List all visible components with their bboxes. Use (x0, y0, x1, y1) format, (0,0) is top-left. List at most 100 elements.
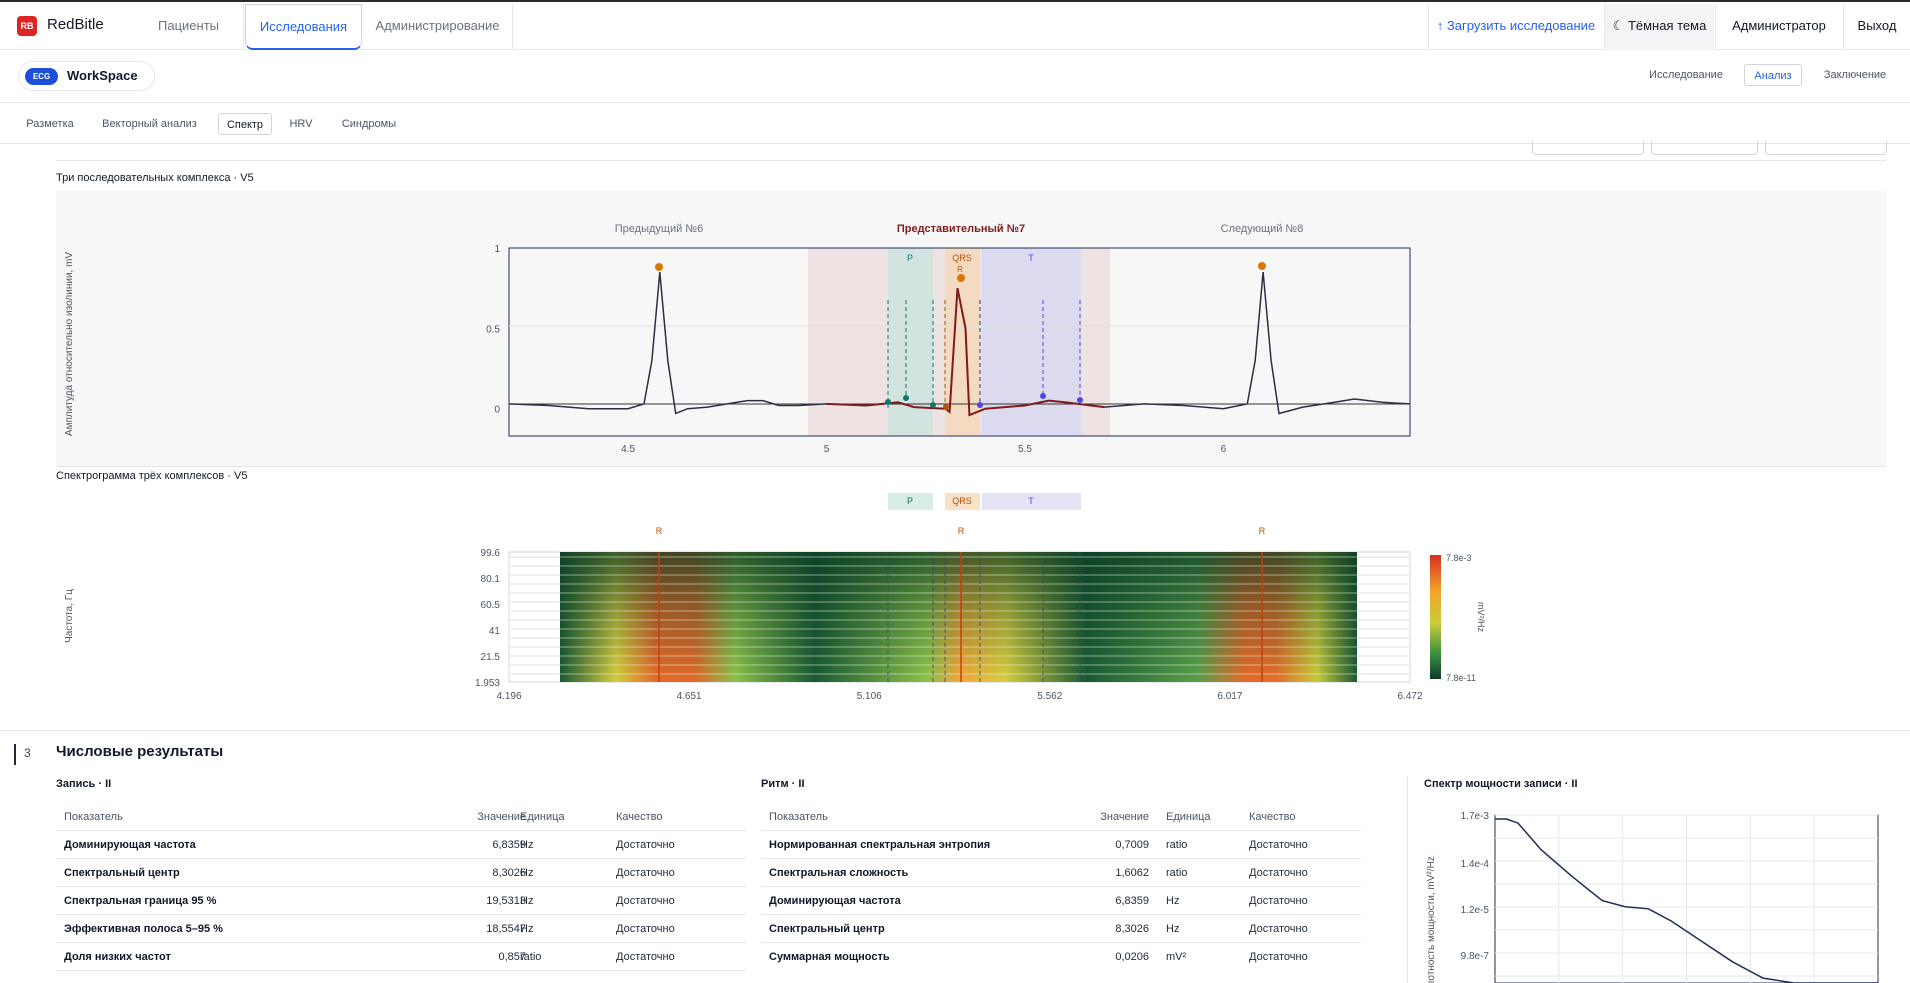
x-tick-label: 6.017 (1217, 691, 1242, 702)
section-indicator (14, 744, 16, 765)
record-table: Показатель Значение Единица Качество Дом… (56, 803, 746, 983)
header-value: Значение (1100, 811, 1149, 823)
subtab-vector-analysis[interactable]: Векторный анализ (102, 118, 197, 130)
table-row: Спектральная граница 95 % 19,5313 Hz Дос… (56, 887, 746, 915)
rhythm-table: Показатель Значение Единица Качество Нор… (761, 803, 1361, 983)
table-row: Нормированная спектральная энтропия 0,70… (761, 831, 1361, 859)
spectrogram-bands (560, 556, 1357, 675)
y-tick-label: 99.6 (481, 548, 501, 559)
metric-quality: Достаточно (1249, 839, 1308, 851)
representative-complex-line (826, 288, 1105, 417)
toolbar-button[interactable] (1532, 141, 1644, 155)
step-tab-conclusion[interactable]: Заключение (1823, 69, 1887, 81)
metric-value: 0,0206 (1115, 951, 1149, 963)
header-metric: Показатель (769, 811, 828, 823)
t-offset-point[interactable] (1077, 397, 1083, 403)
metric-quality: Достаточно (616, 895, 675, 907)
metric-unit: ratio (1166, 839, 1188, 851)
y-tick-label: 1.7e-3 (1461, 811, 1490, 822)
nav-tab-studies[interactable]: Исследования (245, 4, 362, 50)
logout-button[interactable]: Выход (1843, 4, 1910, 50)
divider (56, 160, 1886, 161)
metric-quality: Достаточно (1249, 867, 1308, 879)
metric-value: 6,8359 (492, 839, 526, 851)
table-header-row: Показатель Значение Единица Качество (761, 803, 1361, 831)
y-tick-label: 41 (489, 626, 501, 637)
r-peak-marker[interactable] (655, 263, 663, 271)
x-tick-label: 4.5 (621, 444, 635, 455)
divider (0, 143, 1910, 144)
table-header-row: Показатель Значение Единица Качество (56, 803, 746, 831)
p-onset-point[interactable] (885, 399, 891, 405)
ecg-x-ticks: 4.5 5 5.5 6 (621, 444, 1227, 455)
y-tick-label: 0.5 (486, 324, 500, 335)
x-tick-label: 5.106 (857, 691, 882, 702)
r-peak-marker[interactable] (957, 274, 965, 282)
p-offset-point[interactable] (930, 402, 936, 408)
metric-value: 6,8359 (1115, 895, 1149, 907)
t-band-legend (982, 493, 1081, 510)
qrs-band-legend (945, 493, 980, 510)
header-value: Значение (477, 811, 526, 823)
metric-name: Доминирующая частота (769, 895, 901, 907)
next-complex-label: Следующий №8 (1221, 223, 1304, 235)
p-wave-label: P (907, 253, 913, 263)
r-label-current: R (958, 526, 965, 536)
metric-quality: Достаточно (1249, 895, 1308, 907)
table-row: Спектральный центр 8,3026 Hz Достаточно (761, 915, 1361, 943)
power-y-ticks: 1.7e-3 1.4e-4 1.2e-5 9.8e-7 (1461, 811, 1490, 962)
toolbar-button[interactable] (1765, 141, 1887, 155)
metric-unit: Hz (520, 867, 534, 879)
metric-name: Доминирующая частота (64, 839, 196, 851)
power-spectrum-chart: 1.7e-3 1.4e-4 1.2e-5 9.8e-7 Плотность мощно… (1426, 811, 1879, 983)
x-tick-label: 5.562 (1037, 691, 1062, 702)
t-band-label: T (1028, 496, 1034, 506)
dark-theme-toggle[interactable]: ☾ Тёмная тема (1604, 4, 1714, 50)
user-menu-button[interactable]: Администратор (1715, 4, 1842, 50)
metric-name: Спектральная сложность (769, 867, 909, 879)
nav-tab-patients[interactable]: Пациенты (134, 4, 244, 50)
toolbar-button[interactable] (1651, 141, 1758, 155)
power-grid (1495, 814, 1878, 983)
r-peak-marker[interactable] (1258, 262, 1266, 270)
step-tab-analysis[interactable]: Анализ (1744, 64, 1802, 86)
t-peak-point[interactable] (1040, 393, 1046, 399)
p-peak-point[interactable] (903, 395, 909, 401)
step-tab-study[interactable]: Исследование (1649, 69, 1723, 81)
y-tick-label: 1.4e-4 (1461, 859, 1490, 870)
subtab-hrv[interactable]: HRV (289, 118, 313, 130)
subtab-spectrum[interactable]: Спектр (218, 113, 272, 135)
q-point[interactable] (943, 404, 949, 410)
metric-value: 1,6062 (1115, 867, 1149, 879)
qrs-label: QRS (952, 253, 972, 263)
metric-quality: Достаточно (616, 839, 675, 851)
subtab-markup[interactable]: Разметка (26, 118, 74, 130)
r-label-prev: R (656, 526, 663, 536)
metric-value: 8,3026 (492, 867, 526, 879)
metric-unit: Hz (520, 895, 534, 907)
s-point[interactable] (977, 402, 983, 408)
spectrogram-y-axis-label: Частота, Гц (64, 589, 75, 643)
table-row: Доминирующая частота 6,8359 Hz Достаточн… (761, 887, 1361, 915)
metric-value: 8,3026 (1115, 923, 1149, 935)
divider (56, 466, 1886, 467)
y-tick-label: 1.953 (475, 678, 500, 689)
nav-tab-administration[interactable]: Администрирование (363, 4, 513, 50)
metric-quality: Достаточно (1249, 951, 1308, 963)
header-quality: Качество (616, 811, 663, 823)
power-spectrum-title: Спектр мощности записи · II (1424, 778, 1578, 790)
colorbar-max-label: 7.8e-3 (1446, 553, 1472, 563)
workspace-badge: ECG WorkSpace (18, 61, 155, 91)
x-tick-label: 4.651 (677, 691, 702, 702)
ecg-y-axis-label: Амплитуда относительно изолинии, mV (64, 252, 75, 437)
metric-name: Эффективная полоса 5–95 % (64, 923, 223, 935)
header-unit: Единица (520, 811, 565, 823)
metric-unit: Hz (1166, 895, 1180, 907)
subtab-syndromes[interactable]: Синдромы (341, 118, 397, 130)
wave-boundary-markers (887, 300, 1081, 412)
y-tick-label: 9.8e-7 (1461, 951, 1490, 962)
section-title: Числовые результаты (56, 743, 224, 760)
upload-study-button[interactable]: ↑ Загрузить исследование (1428, 4, 1603, 50)
app-logo-icon: RB (17, 16, 37, 36)
